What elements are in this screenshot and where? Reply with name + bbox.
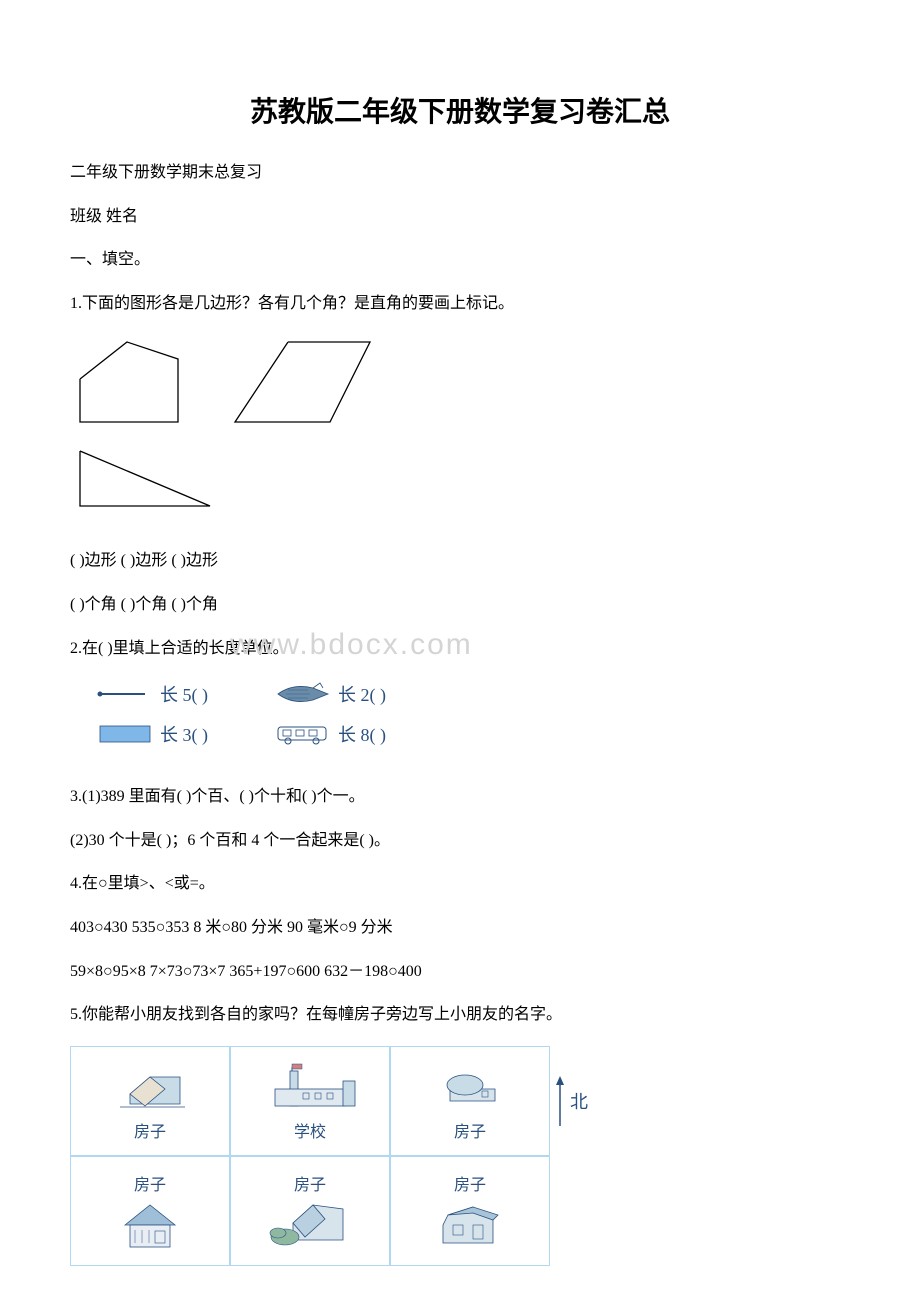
q5-grid: 房子 学校 房子 北 房子 — [70, 1046, 850, 1266]
needle-icon — [90, 679, 160, 709]
q5-label: 房子 — [294, 1171, 326, 1195]
compass-cell: 北 — [550, 1046, 610, 1156]
house-icon — [430, 1059, 510, 1114]
q5-label: 房子 — [134, 1171, 166, 1195]
q2-row-2: 长 3( ) 长 8( ) — [90, 719, 850, 749]
house-icon — [263, 1195, 358, 1255]
north-label: 北 — [570, 1088, 588, 1114]
q2-item-0: 长 5( ) — [160, 681, 208, 707]
q4-prompt: 4.在○里填>、<或=。 — [70, 871, 850, 897]
q5-cell-house-3: 房子 — [70, 1156, 230, 1266]
q1-shapes-row-2 — [70, 441, 850, 516]
q4-line-1: 403○430 535○353 8 米○80 分米 90 毫米○9 分米 — [70, 915, 850, 941]
q2-item-2: 长 3( ) — [160, 721, 208, 747]
q5-cell-house-1: 房子 — [70, 1046, 230, 1156]
q5-cell-house-2: 房子 — [390, 1046, 550, 1156]
q2-item-3: 长 8( ) — [338, 721, 386, 747]
q2-prompt: 2.在( )里填上合适的长度单位。 — [70, 636, 850, 662]
q1-prompt: 1.下面的图形各是几边形？各有几个角？是直角的要画上标记。 — [70, 291, 850, 317]
triangle-shape — [70, 441, 220, 516]
page-title: 苏教版二年级下册数学复习卷汇总 — [70, 90, 850, 130]
q5-cell-school: 学校 — [230, 1046, 390, 1156]
q5-cell-house-5: 房子 — [390, 1156, 550, 1266]
section-heading: 一、填空。 — [70, 247, 850, 273]
q1-answer-2: ( )个角 ( )个角 ( )个角 — [70, 592, 850, 618]
q5-cell-house-4: 房子 — [230, 1156, 390, 1266]
pentagon-shape — [70, 334, 190, 429]
bus-icon — [268, 719, 338, 749]
q3-1: 3.(1)389 里面有( )个百、( )个十和( )个一。 — [70, 784, 850, 810]
empty-cell — [550, 1156, 610, 1266]
school-icon — [255, 1059, 365, 1114]
north-arrow-icon — [550, 1071, 570, 1131]
subtitle: 二年级下册数学期末总复习 — [70, 160, 850, 186]
q4-line-2: 59×8○95×8 7×73○73×7 365+197○600 632－198○… — [70, 959, 850, 985]
eraser-icon — [90, 719, 160, 749]
fish-icon — [268, 679, 338, 709]
q5-label: 房子 — [454, 1171, 486, 1195]
house-icon — [110, 1059, 190, 1114]
q3-2: (2)30 个十是( )；6 个百和 4 个一合起来是( )。 — [70, 828, 850, 854]
q5-label: 房子 — [134, 1118, 166, 1142]
header-line: 班级 姓名 — [70, 204, 850, 230]
q1-answer-1: ( )边形 ( )边形 ( )边形 — [70, 548, 850, 574]
house-icon — [428, 1195, 513, 1255]
q5-label: 房子 — [454, 1118, 486, 1142]
q5-label: 学校 — [294, 1118, 326, 1142]
q2-row-1: 长 5( ) 长 2( ) — [90, 679, 850, 709]
house-icon — [110, 1195, 190, 1255]
q1-shapes-row-1 — [70, 334, 850, 429]
quadrilateral-shape — [220, 334, 380, 429]
q5-prompt: 5.你能帮小朋友找到各自的家吗？在每幢房子旁边写上小朋友的名字。 — [70, 1002, 850, 1028]
q2-item-1: 长 2( ) — [338, 681, 386, 707]
